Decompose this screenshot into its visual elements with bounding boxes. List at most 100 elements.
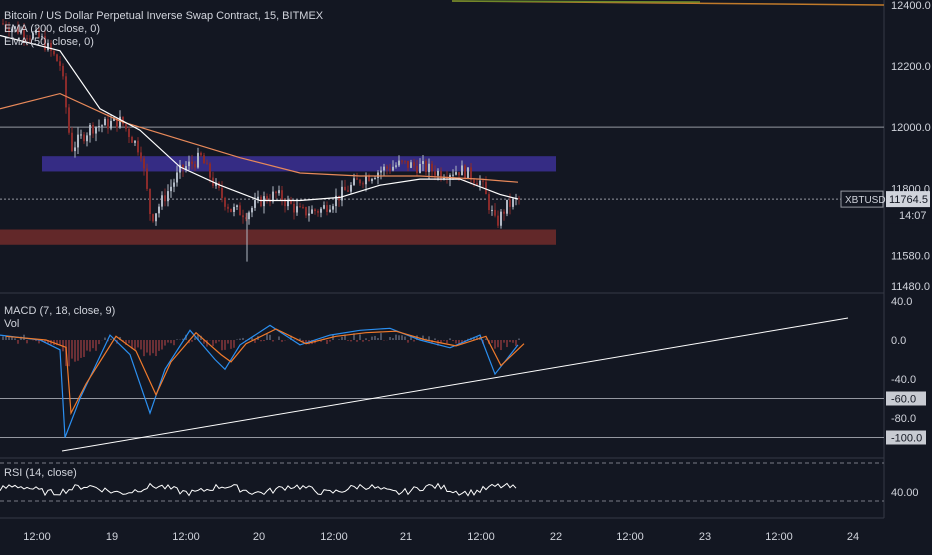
macd-tick-label: 40.0 bbox=[891, 296, 912, 308]
candle-body bbox=[314, 209, 316, 211]
candle-body bbox=[425, 161, 427, 172]
candle-body bbox=[464, 165, 466, 179]
macd-histogram-bar bbox=[518, 338, 520, 340]
candle-body bbox=[95, 127, 97, 134]
rsi-label[interactable]: RSI (14, close) bbox=[4, 467, 77, 480]
candle-body bbox=[56, 54, 58, 61]
macd-histogram-bar bbox=[233, 340, 235, 348]
macd-histogram-bar bbox=[170, 340, 172, 343]
macd-tick-label: -40.0 bbox=[891, 374, 916, 386]
candle-body bbox=[293, 204, 295, 213]
macd-histogram-bar bbox=[104, 338, 106, 340]
macd-histogram-bar bbox=[509, 340, 511, 342]
macd-histogram-bar bbox=[14, 338, 16, 340]
macd-histogram-bar bbox=[173, 340, 175, 345]
candle-body bbox=[80, 134, 82, 135]
ema50-label[interactable]: EMA (50, close, 0) bbox=[4, 36, 323, 49]
candle-body bbox=[407, 161, 409, 168]
macd-histogram-bar bbox=[356, 340, 358, 342]
macd-legend: MACD (7, 18, close, 9) Vol bbox=[4, 305, 115, 331]
macd-histogram-bar bbox=[236, 339, 238, 340]
macd-histogram-bar bbox=[329, 340, 331, 342]
macd-histogram-bar bbox=[362, 340, 364, 342]
macd-histogram-bar bbox=[161, 340, 163, 350]
time-tick-label: 12:00 bbox=[765, 531, 793, 543]
candle-body bbox=[206, 163, 208, 164]
macd-histogram-bar bbox=[404, 337, 406, 340]
candle-body bbox=[428, 164, 430, 172]
candle-body bbox=[194, 164, 196, 168]
candle-body bbox=[167, 191, 169, 201]
macd-histogram-bar bbox=[26, 340, 28, 343]
candle-body bbox=[518, 198, 520, 199]
time-tick-label: 12:00 bbox=[467, 531, 495, 543]
macd-histogram-bar bbox=[392, 338, 394, 340]
candle-body bbox=[362, 183, 364, 184]
candle-body bbox=[398, 161, 400, 166]
candle-body bbox=[296, 206, 298, 212]
macd-histogram-bar bbox=[350, 340, 352, 341]
candle-body bbox=[353, 178, 355, 185]
macd-histogram-bar bbox=[59, 340, 61, 345]
macd-histogram-bar bbox=[503, 340, 505, 343]
candle-body bbox=[413, 162, 415, 166]
candle-body bbox=[485, 182, 487, 194]
candle-body bbox=[344, 187, 346, 191]
candle-body bbox=[404, 161, 406, 162]
macd-histogram-bar bbox=[146, 340, 148, 353]
candle-body bbox=[338, 196, 340, 201]
candle-body bbox=[251, 208, 253, 212]
candle-body bbox=[68, 107, 70, 132]
macd-label[interactable]: MACD (7, 18, close, 9) bbox=[4, 305, 115, 318]
ema200-label[interactable]: EMA (200, close, 0) bbox=[4, 23, 323, 36]
macd-histogram-bar bbox=[491, 340, 493, 343]
macd-histogram-bar bbox=[506, 340, 508, 347]
support-zone bbox=[0, 229, 556, 244]
macd-histogram-bar bbox=[152, 340, 154, 353]
candle-body bbox=[281, 190, 283, 201]
vol-label[interactable]: Vol bbox=[4, 318, 115, 331]
candle-body bbox=[134, 141, 136, 143]
macd-histogram-bar bbox=[278, 336, 280, 340]
macd-histogram-bar bbox=[167, 340, 169, 343]
candle-body bbox=[410, 162, 412, 168]
candle-body bbox=[359, 180, 361, 184]
macd-histogram-bar bbox=[347, 340, 349, 341]
candle-body bbox=[341, 187, 343, 201]
candle-body bbox=[200, 153, 202, 155]
macd-histogram-bar bbox=[128, 340, 130, 343]
candle-body bbox=[494, 210, 496, 216]
candle-body bbox=[230, 209, 232, 212]
macd-histogram-bar bbox=[158, 340, 160, 351]
macd-histogram-bar bbox=[497, 340, 499, 347]
green-trend-line[interactable] bbox=[452, 1, 700, 2]
macd-histogram-bar bbox=[176, 339, 178, 340]
candle-body bbox=[374, 178, 376, 179]
candle-body bbox=[224, 198, 226, 207]
time-tick-label: 12:00 bbox=[320, 531, 348, 543]
candle-body bbox=[473, 180, 475, 183]
candle-body bbox=[401, 161, 403, 162]
macd-histogram-bar bbox=[449, 338, 451, 340]
macd-histogram-bar bbox=[374, 336, 376, 340]
candle-body bbox=[131, 137, 133, 143]
macd-histogram-bar bbox=[143, 340, 145, 356]
macd-histogram-bar bbox=[515, 340, 517, 346]
candle-body bbox=[263, 196, 265, 206]
macd-histogram-bar bbox=[380, 333, 382, 340]
macd-histogram-bar bbox=[389, 337, 391, 340]
time-tick-label: 21 bbox=[400, 531, 412, 543]
time-tick-label: 12:00 bbox=[616, 531, 644, 543]
macd-histogram-bar bbox=[134, 340, 136, 350]
candle-body bbox=[86, 135, 88, 141]
candle-body bbox=[125, 124, 127, 129]
candle-body bbox=[416, 166, 418, 173]
candle-body bbox=[173, 182, 175, 186]
macd-histogram-bar bbox=[407, 340, 409, 343]
candle-body bbox=[209, 164, 211, 178]
chart-title[interactable]: Bitcoin / US Dollar Perpetual Inverse Sw… bbox=[4, 10, 323, 23]
macd-histogram-bar bbox=[74, 340, 76, 362]
macd-histogram-bar bbox=[494, 340, 496, 349]
